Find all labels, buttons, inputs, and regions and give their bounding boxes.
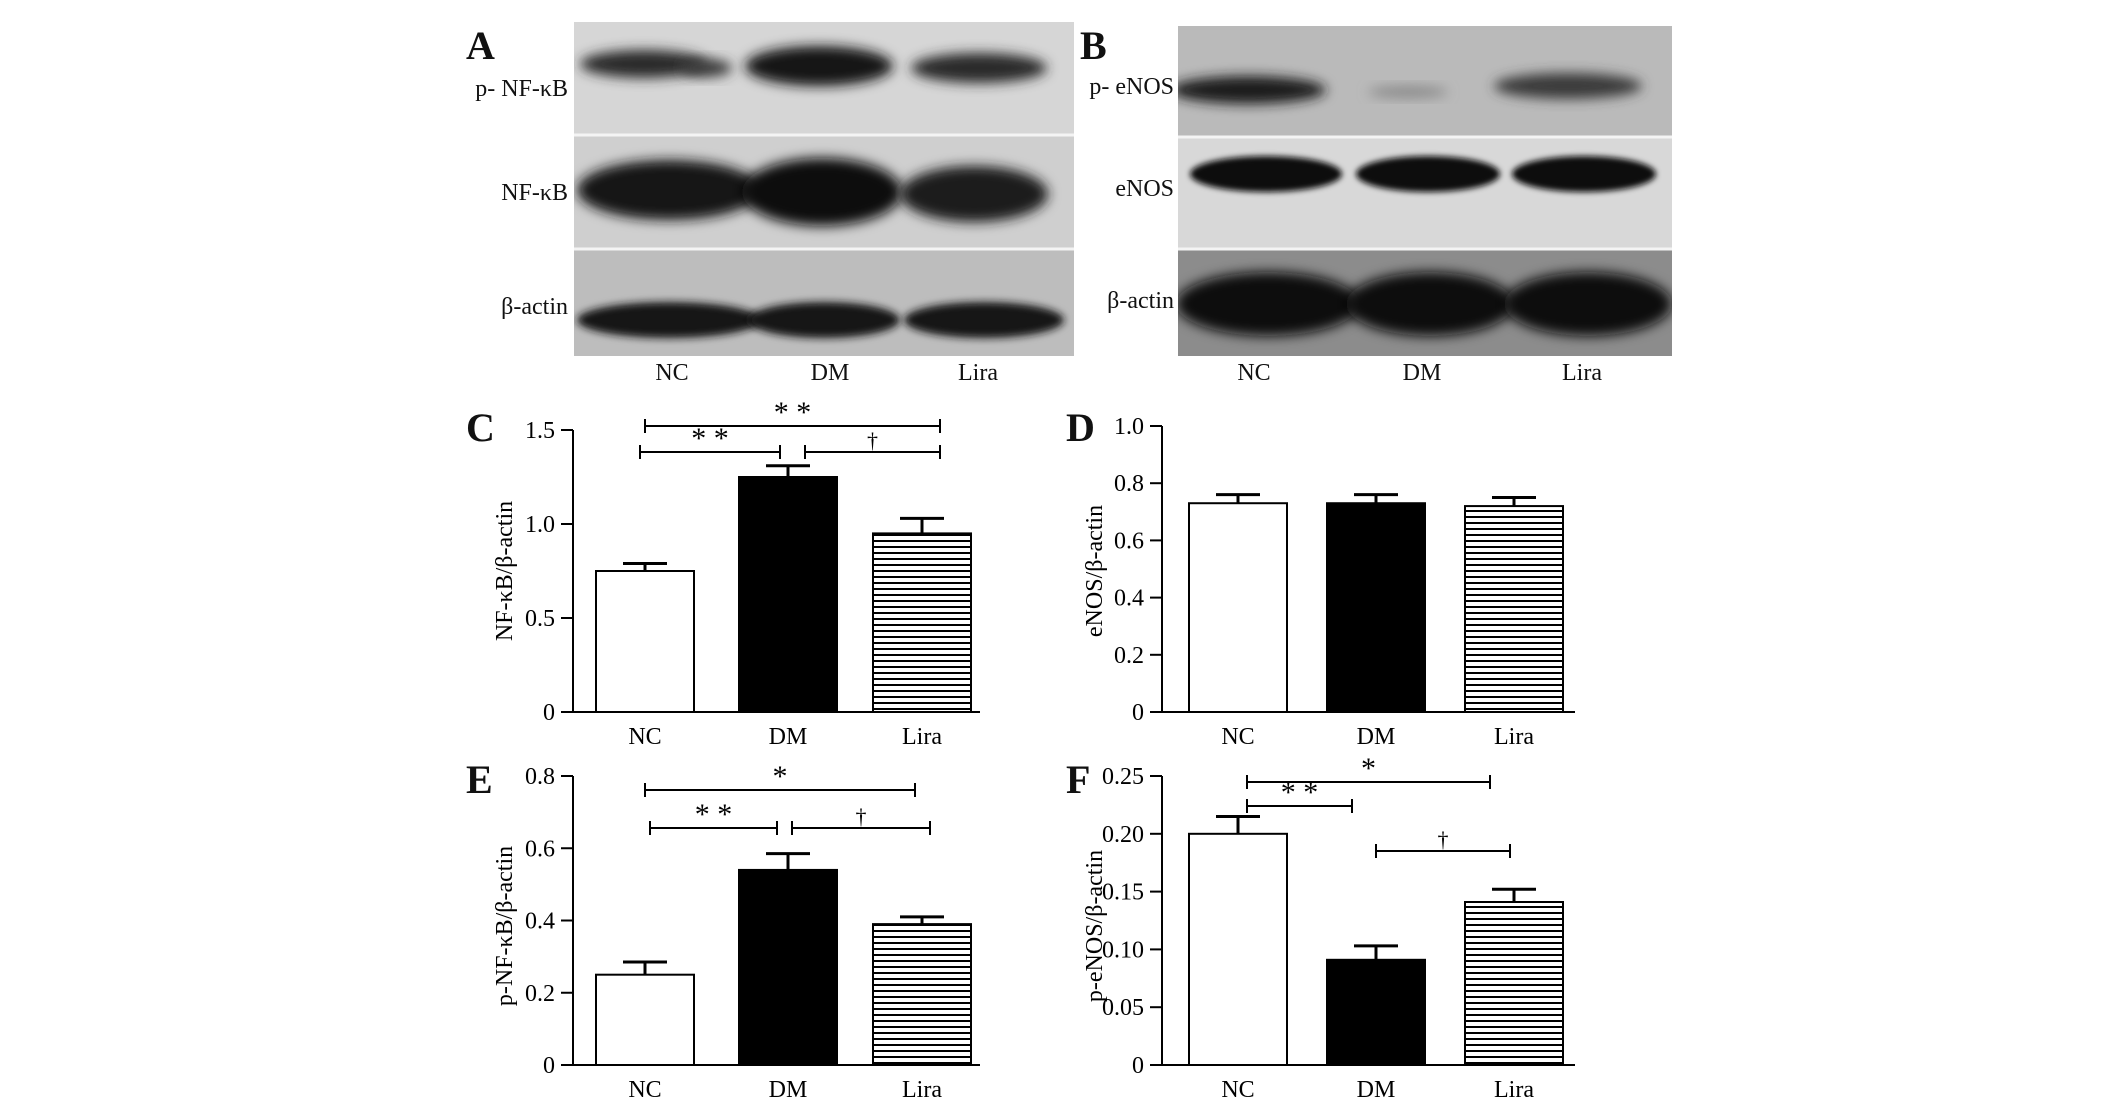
x-tick-label: NC: [1221, 724, 1254, 750]
blot-b-lane-label: DM: [1402, 360, 1442, 386]
y-tick-label: 0.20: [1102, 822, 1144, 848]
y-axis-label: eNOS/β-actin: [1082, 505, 1108, 637]
significance-label: †: [1438, 827, 1449, 852]
significance-label: *: [1361, 752, 1376, 785]
significance-label: * *: [1281, 776, 1319, 809]
y-tick-label: 0.4: [1114, 586, 1144, 612]
bar: [738, 868, 838, 1066]
y-axis-label: NF-κB/β-actin: [492, 501, 518, 641]
y-tick-label: 0.4: [525, 909, 555, 935]
bar: [595, 973, 695, 1066]
x-tick-label: NC: [628, 724, 661, 750]
y-tick-label: 0.25: [1102, 764, 1144, 790]
y-tick-label: 0: [543, 700, 555, 726]
x-tick-label: Lira: [1494, 724, 1534, 750]
x-tick-label: Lira: [1494, 1077, 1534, 1101]
y-tick-label: 0.8: [525, 764, 555, 790]
blot-a-image: [574, 22, 1074, 356]
blot-b-lane-label: NC: [1237, 360, 1271, 386]
panel-letter-d: D: [1066, 405, 1095, 450]
y-tick-label: 0.6: [1114, 528, 1144, 554]
bar: [872, 923, 972, 1066]
bar: [1464, 505, 1564, 713]
bar: [1188, 502, 1288, 713]
blot-a-lane-label: Lira: [958, 360, 998, 386]
panel-letter-e: E: [466, 757, 493, 802]
significance-label: * *: [691, 422, 729, 455]
x-tick-label: NC: [1221, 1077, 1254, 1101]
blot-a-row-label: p- NF-κB: [475, 76, 568, 102]
y-tick-label: 0.15: [1102, 880, 1144, 906]
x-tick-label: DM: [769, 1077, 808, 1101]
y-tick-label: 0.6: [525, 836, 555, 862]
blot-b-row-label: p- eNOS: [1089, 74, 1174, 100]
y-tick-label: 0.2: [525, 981, 555, 1007]
bar: [872, 532, 972, 714]
x-tick-label: NC: [628, 1077, 661, 1101]
blot-b-image: [1178, 26, 1672, 356]
bar: [1326, 502, 1426, 713]
blot-a-row-label: β-actin: [501, 294, 568, 320]
bar: [1188, 832, 1288, 1066]
x-tick-label: Lira: [902, 724, 942, 750]
panel-letter-f: F: [1066, 757, 1091, 802]
y-axis-label: p-NF-κB/β-actin: [492, 846, 518, 1006]
x-tick-label: DM: [769, 724, 808, 750]
bar: [1464, 901, 1564, 1067]
x-tick-label: Lira: [902, 1077, 942, 1101]
bar: [595, 570, 695, 713]
y-tick-label: 1.0: [1114, 414, 1144, 440]
panel-letter-a: A: [466, 23, 495, 68]
blot-b-row-label: eNOS: [1115, 176, 1174, 202]
significance-label: * *: [695, 798, 733, 831]
panel-letter-b: B: [1080, 23, 1107, 68]
blot-b-lane-label: Lira: [1562, 360, 1602, 386]
y-tick-label: 1.5: [525, 418, 555, 444]
x-tick-label: DM: [1357, 724, 1396, 750]
y-tick-label: 0: [543, 1053, 555, 1079]
blot-a-lane-label: DM: [810, 360, 850, 386]
y-tick-label: 0: [1132, 700, 1144, 726]
significance-label: *: [773, 760, 788, 793]
x-tick-label: DM: [1357, 1077, 1396, 1101]
significance-label: * *: [774, 396, 812, 429]
y-tick-label: 1.0: [525, 512, 555, 538]
significance-label: †: [867, 428, 878, 453]
panel-letter-c: C: [466, 405, 495, 450]
y-tick-label: 0.8: [1114, 471, 1144, 497]
y-tick-label: 0.10: [1102, 937, 1144, 963]
y-axis-label: p-eNOS/β-actin: [1082, 850, 1108, 1002]
bar: [738, 476, 838, 713]
blot-a-lane-label: NC: [655, 360, 689, 386]
y-tick-label: 0: [1132, 1053, 1144, 1079]
y-tick-label: 0.2: [1114, 643, 1144, 669]
bar: [1326, 958, 1426, 1067]
blot-a-row-label: NF-κB: [501, 180, 568, 206]
y-tick-label: 0.05: [1102, 995, 1144, 1021]
significance-label: †: [856, 804, 867, 829]
y-tick-label: 0.5: [525, 606, 555, 632]
blot-b-row-label: β-actin: [1107, 288, 1174, 314]
